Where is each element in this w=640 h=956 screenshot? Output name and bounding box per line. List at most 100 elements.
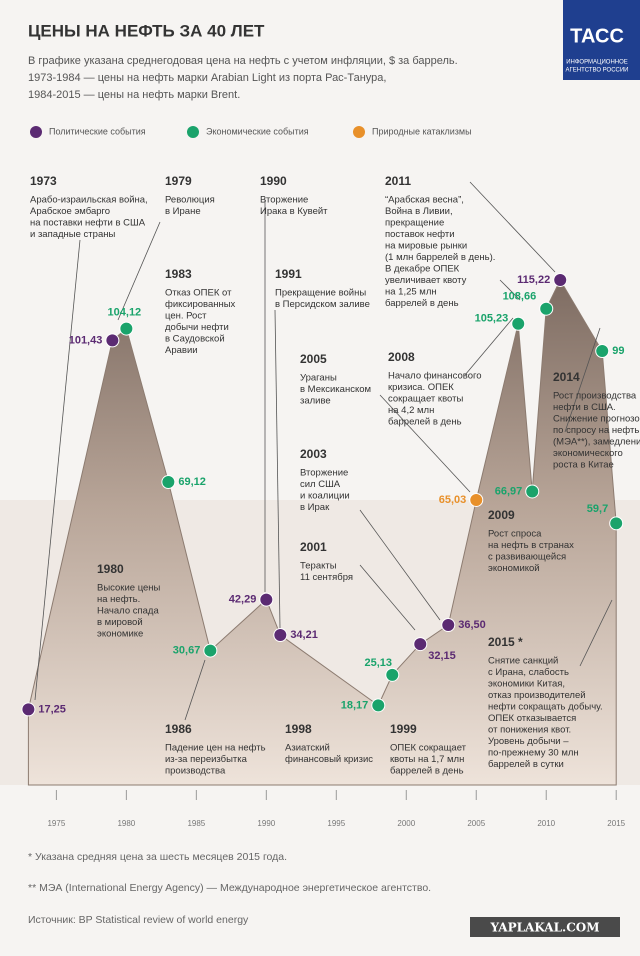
annotation-text: фиксированных	[165, 299, 236, 310]
legend-marker	[353, 126, 365, 138]
annotation-text: экономике	[97, 629, 143, 640]
annotation-text: Начало финансового	[388, 371, 482, 382]
annotation-text: (МЭА**), замедление	[553, 437, 640, 448]
x-tick-label: 2010	[537, 819, 555, 828]
value-label: 25,13	[365, 657, 393, 669]
data-point	[385, 667, 400, 682]
data-point	[553, 272, 568, 287]
annotation-text: цен. Рост	[165, 311, 207, 322]
logo: ТАСС	[570, 25, 624, 47]
annotation-text: Снижение прогнозов	[553, 414, 640, 425]
annotation-text: заливе	[300, 396, 331, 407]
value-label: 66,97	[495, 485, 523, 497]
annotation-text: на нефть в странах	[488, 540, 574, 551]
annotation-text: Прекращение войны	[275, 288, 366, 299]
annotation-text: Снятие санкций	[488, 656, 558, 667]
annotation-text: от понижения квот.	[488, 725, 571, 736]
annotation-text: финансовый кризис	[285, 754, 373, 765]
footnote: ** МЭА (International Energy Agency) — М…	[28, 882, 431, 894]
annotation-title: 1990	[260, 174, 287, 188]
x-tick-label: 1985	[187, 819, 205, 828]
legend-marker	[30, 126, 42, 138]
annotation-text: сил США	[300, 479, 341, 490]
value-label: 17,25	[38, 703, 66, 715]
watermark-box	[470, 917, 620, 937]
annotation-text: баррелей в день	[385, 298, 459, 309]
leader	[564, 327, 601, 433]
annotation-text: отказ производителей	[488, 690, 586, 701]
data-point	[259, 592, 274, 607]
annotation-text: на 4,2 млн	[388, 405, 434, 416]
data-point	[539, 301, 554, 316]
annotation-text: в Иране	[165, 206, 201, 217]
value-label: 104,12	[108, 307, 142, 319]
annotation-text: в мировой	[97, 617, 143, 628]
data-point	[203, 643, 218, 658]
value-label: 18,17	[341, 699, 369, 711]
annotation-text: на мировые рынки	[385, 241, 467, 252]
leader	[579, 599, 613, 667]
annotation-text: Азиатский	[285, 743, 330, 754]
annotation-text: Ураганы	[300, 373, 337, 384]
annotation-text: на поставки нефти в США	[30, 218, 146, 229]
footnote: * Указана средняя цена за шесть месяцев …	[28, 851, 287, 863]
annotation-text: Арабское эмбарго	[30, 206, 110, 217]
annotation-text: нефти сокращать добычу.	[488, 702, 603, 713]
annotation-text: на нефть.	[97, 594, 140, 605]
annotation-text: кризиса. ОПЕК	[388, 382, 454, 393]
annotation-title: 2003	[300, 447, 327, 461]
chart-title: ЦЕНЫ НА НЕФТЬ ЗА 40 ЛЕТ	[28, 21, 265, 40]
watermark: YAPLAKAL.COM	[489, 921, 599, 935]
leader	[184, 659, 206, 721]
annotation-text: ОПЕК сокращает	[390, 743, 467, 754]
annotation-text: Уровень добычи –	[488, 736, 569, 747]
annotation-text: квоты на 1,7 млн	[390, 754, 464, 765]
annotation-text: в Ирак	[300, 502, 330, 513]
annotation-text: добычи нефти	[165, 322, 229, 333]
annotation-text: в Мексиканском	[300, 384, 371, 395]
leader	[359, 564, 416, 631]
annotation-title: 1983	[165, 267, 192, 281]
subtitle: 1973-1984 — цены на нефть марки Arabian …	[28, 72, 386, 84]
data-point	[21, 702, 36, 717]
data-point	[119, 321, 134, 336]
annotation-text: поставок нефти	[385, 229, 455, 240]
annotation-text: баррелей в сутки	[488, 759, 564, 770]
annotation-text: увеличивает квоту	[385, 275, 467, 286]
annotation-text: с Ирана, слабость	[488, 667, 569, 678]
logo-text: ИНФОРМАЦИОННОЕ	[566, 60, 628, 66]
annotation-text: баррелей в день	[390, 766, 464, 777]
annotation-text: прекращение	[385, 218, 444, 229]
annotation-text: по-прежнему 30 млн	[488, 748, 579, 759]
subtitle: В графике указана среднегодовая цена на …	[28, 55, 458, 67]
x-tick-label: 2005	[467, 819, 485, 828]
data-point	[105, 333, 120, 348]
leader	[274, 309, 281, 629]
leader	[499, 279, 521, 301]
logo-box	[563, 0, 640, 80]
value-label: 32,15	[428, 650, 456, 662]
x-tick-label: 2000	[397, 819, 415, 828]
annotation-text: экономикой	[488, 563, 540, 574]
data-point	[441, 618, 456, 633]
x-tick-label: 2015	[607, 819, 625, 828]
leader	[359, 509, 441, 621]
annotation-title: 2009	[488, 508, 515, 522]
annotation-title: 1991	[275, 267, 302, 281]
annotation-text: Арабо-израильская война,	[30, 195, 148, 206]
data-point	[469, 492, 484, 507]
subtitle: 1984-2015 — цены на нефть марки Brent.	[28, 89, 240, 101]
annotation-text: Рост производства	[553, 391, 637, 402]
annotation-title: 1980	[97, 562, 124, 576]
annotation-text: нефти в США.	[553, 402, 616, 413]
annotation-text: и западные страны	[30, 229, 115, 240]
annotation-text: сокращает квоты	[388, 394, 463, 405]
data-point	[595, 344, 610, 359]
annotation-text: Теракты	[300, 561, 337, 572]
x-tick-label: 1980	[117, 819, 135, 828]
value-label: 69,12	[178, 476, 206, 488]
value-label: 108,66	[503, 291, 537, 303]
annotation-title: 2011	[385, 174, 411, 188]
annotation-title: 2001	[300, 540, 327, 554]
